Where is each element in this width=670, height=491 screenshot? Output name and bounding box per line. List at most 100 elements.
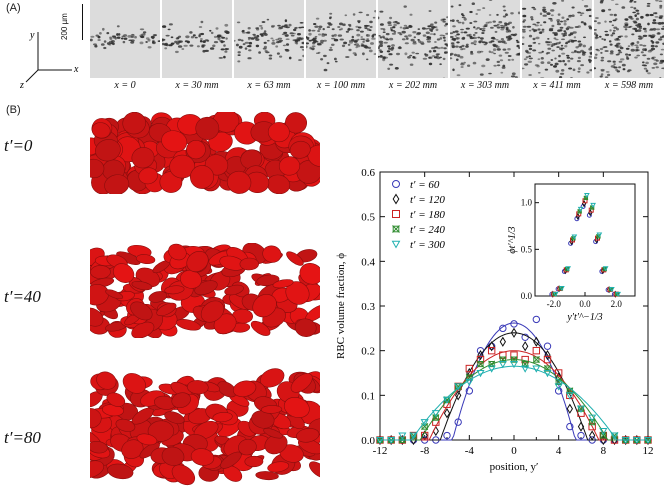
rbc-cell (161, 130, 188, 153)
rbc-cell (296, 159, 320, 184)
data-point (643, 436, 653, 445)
rbc-cell (295, 428, 320, 443)
rbc-cell (135, 254, 156, 265)
rbc-cell (309, 461, 320, 479)
y-tick-label: 0.3 (361, 301, 375, 313)
rbc-cell (168, 243, 187, 261)
rbc-snapshot-t80 (90, 368, 320, 486)
microscopy-frame (306, 0, 376, 78)
data-point (477, 350, 484, 361)
data-point (577, 409, 585, 417)
legend-label: t′ = 300 (410, 239, 445, 251)
data-point (609, 286, 615, 293)
microscopy-frame (378, 0, 448, 78)
data-point (599, 431, 607, 440)
rbc-cell (169, 154, 196, 179)
panel-b-label: (B) (6, 104, 21, 116)
data-point (532, 346, 541, 355)
x-tick-label: 12 (643, 445, 654, 457)
rbc-cell (131, 281, 153, 291)
data-point (454, 383, 463, 391)
rbc-cell (267, 461, 290, 473)
rbc-cell (278, 156, 301, 176)
legend-label: t′ = 60 (410, 179, 440, 191)
data-point (499, 336, 506, 347)
rbc-cell (283, 397, 310, 418)
data-point (577, 431, 585, 440)
rbc-cell (115, 418, 136, 432)
data-point (409, 432, 418, 440)
frame-position-label: x = 598 mm (604, 80, 654, 91)
data-point (588, 422, 596, 431)
frame-position-label: x = 0 (114, 80, 136, 91)
data-point (487, 346, 496, 355)
rbc-cell (244, 455, 264, 468)
series-group (376, 327, 652, 446)
rbc-cell (107, 463, 134, 480)
rbc-cell (104, 174, 130, 194)
data-point (521, 355, 529, 364)
microscopy-frame-image (234, 0, 304, 78)
data-point (522, 341, 529, 352)
rbc-cell (131, 147, 155, 169)
data-point (588, 418, 596, 426)
x-tick-label: 4 (556, 445, 562, 457)
x-tick-label: -12 (373, 445, 388, 457)
series-group (375, 361, 653, 445)
data-point (487, 365, 496, 373)
microscopy-frame (90, 0, 160, 78)
data-point (455, 390, 462, 401)
microscopy-frame (162, 0, 232, 78)
microscopy-frame (594, 0, 664, 78)
rbc-cell (294, 318, 317, 337)
data-point (554, 383, 563, 391)
data-point (498, 361, 507, 369)
frame-position-label: x = 100 mm (316, 80, 366, 91)
rbc-cell (255, 471, 279, 481)
rbc-cell (112, 263, 135, 283)
rbc-cell (289, 140, 311, 159)
data-point (554, 387, 563, 395)
inset-y-tick-label: 1.0 (521, 198, 533, 208)
data-point (621, 436, 630, 445)
microscopy-frame-image (378, 0, 448, 78)
rbc-cell (190, 165, 214, 189)
rbc-cell (96, 371, 117, 390)
rbc-cell (122, 112, 146, 135)
data-point (577, 206, 584, 212)
rbc-cell (171, 392, 191, 409)
data-point (398, 432, 407, 440)
rbc-snapshot-t40 (90, 243, 320, 338)
data-point (510, 327, 518, 338)
microscopy-frame-image (306, 0, 376, 78)
data-point (566, 403, 573, 414)
rbc-cell (130, 301, 153, 321)
rbc-cell (148, 291, 168, 303)
inset-y-tick-label: 0.5 (521, 244, 533, 254)
rbc-cell (232, 380, 257, 398)
fit-curve (380, 350, 648, 441)
rbc-cell (90, 460, 105, 479)
data-point (465, 387, 474, 395)
fit-curve (380, 322, 648, 441)
rbc-cell (286, 251, 304, 266)
data-point (543, 342, 552, 350)
rbc-cell (267, 122, 290, 143)
fit-curve (380, 365, 648, 441)
x-tick-label: 0 (511, 445, 517, 457)
data-point (510, 351, 518, 359)
rbc-cell (187, 380, 209, 395)
rbc-volume-fraction-chart: -12 -8 -4 0 4 8 12 0.0 0.1 0.2 0.3 0.4 0.5 0.6 positio… (335, 167, 654, 473)
data-point (392, 225, 400, 233)
rbc-cell (90, 408, 102, 429)
data-point (375, 436, 385, 445)
rbc-cell (164, 285, 185, 295)
data-point (610, 432, 619, 440)
rbc-cell (195, 116, 220, 140)
rbc-cell (190, 448, 215, 466)
y-tick-label: 0.1 (361, 390, 375, 402)
data-point (552, 291, 559, 298)
data-point (566, 422, 574, 431)
rbc-cell (91, 122, 111, 139)
data-point (392, 210, 400, 218)
